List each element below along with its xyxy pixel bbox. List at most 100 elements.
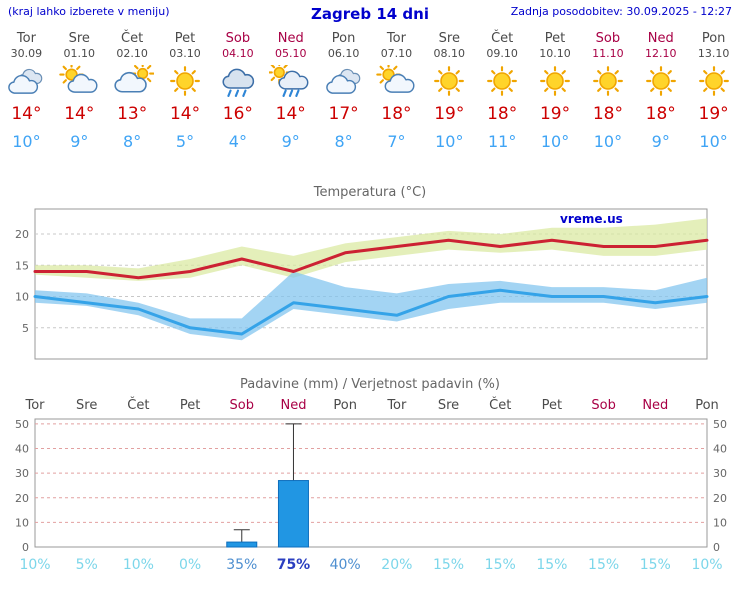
svg-text:10: 10: [15, 516, 29, 529]
precip-day-label: Sob: [230, 398, 254, 413]
day-date: 10.10: [539, 47, 571, 60]
precip-probability: 15%: [536, 557, 567, 573]
max-temperature: 17°: [328, 104, 359, 124]
max-temperature: 19°: [698, 104, 729, 124]
day-date: 08.10: [433, 47, 466, 60]
precip-day-label: Sre: [438, 398, 459, 413]
day-date: 05.10: [274, 47, 307, 60]
svg-text:0: 0: [713, 541, 720, 554]
min-temperature-line: [33, 288, 709, 336]
sunny-icon: [423, 65, 476, 101]
precip-day-label: Čet: [127, 397, 149, 413]
day-column[interactable]: Čet 02.10 13° 8°: [106, 31, 159, 151]
day-name: Pet: [174, 31, 196, 46]
precip-day-label: Sre: [76, 398, 97, 413]
max-temperature: 19°: [539, 104, 571, 124]
sunny-icon: [581, 65, 634, 101]
precip-day-label: Pon: [333, 398, 357, 413]
svg-text:5: 5: [22, 322, 29, 335]
precip-probability: 0%: [179, 557, 201, 573]
page-title: Zagreb 14 dni: [311, 5, 429, 23]
precip-probability: 10%: [123, 557, 154, 573]
precip-probability: 10%: [19, 557, 50, 573]
min-temperature: 4°: [228, 132, 247, 151]
precip-day-label: Ned: [642, 398, 668, 413]
temperature-chart-title: Temperatura (°C): [313, 185, 427, 200]
day-name: Sre: [438, 31, 460, 46]
precip-probability: 15%: [485, 557, 516, 573]
max-temperature: 16°: [222, 104, 253, 124]
day-name: Pet: [544, 31, 566, 46]
day-column[interactable]: Pet 03.10 14° 5°: [159, 31, 212, 151]
precip-probability: 40%: [330, 557, 361, 573]
sunny-icon: [529, 65, 582, 101]
day-column[interactable]: Ned 05.10 14° 9°: [264, 31, 317, 151]
day-name: Tor: [16, 31, 36, 46]
menu-hint: (kraj lahko izberete v meniju): [8, 5, 170, 18]
svg-text:50: 50: [713, 418, 727, 431]
day-name: Sre: [68, 31, 90, 46]
day-name: Pon: [701, 31, 726, 46]
svg-text:40: 40: [713, 443, 727, 456]
svg-text:10: 10: [15, 291, 29, 304]
forecast-strip: Tor 30.09 14° 10° Sre 01.10 14° 9° Čet 02.10 13° 8°…: [0, 31, 740, 151]
precip-probability: 15%: [640, 557, 671, 573]
precip-probability: 10%: [691, 557, 722, 573]
max-temperature: 19°: [434, 104, 465, 124]
precipitation-chart-title: Padavine (mm) / Verjetnost padavin (%): [240, 377, 500, 392]
day-column[interactable]: Pon 13.10 19° 10°: [687, 31, 740, 151]
svg-text:50: 50: [15, 418, 29, 431]
day-name: Sob: [595, 31, 621, 46]
day-date: 13.10: [697, 47, 730, 60]
day-column[interactable]: Tor 07.10 18° 7°: [370, 31, 423, 151]
precip-probability: 15%: [588, 557, 619, 573]
day-date: 03.10: [169, 47, 201, 60]
precip-day-label: Ned: [280, 398, 306, 413]
precip-bar: [277, 480, 309, 548]
svg-text:15: 15: [15, 259, 29, 272]
mostly-cloudy-icon: [106, 61, 159, 101]
cloudy-icon: [317, 65, 370, 101]
min-range-band: [35, 271, 707, 341]
day-date: 02.10: [116, 47, 148, 60]
day-column[interactable]: Čet 09.10 18° 11°: [476, 31, 529, 151]
min-temperature: 8°: [123, 132, 142, 151]
day-column[interactable]: Pet 10.10 19° 10°: [529, 31, 582, 151]
rain-icon: [211, 65, 264, 101]
svg-text:20: 20: [15, 492, 29, 505]
day-date: 30.09: [10, 47, 43, 60]
max-temperature: 18°: [487, 104, 518, 124]
svg-text:30: 30: [15, 467, 29, 480]
cloudy-icon: [0, 65, 53, 101]
sunny-icon: [634, 65, 687, 101]
min-temperature: 8°: [334, 132, 353, 151]
svg-text:40: 40: [15, 443, 29, 456]
temperature-chart: 5 10 15 20 vreme.us: [15, 208, 709, 360]
svg-text:0: 0: [22, 541, 29, 554]
precip-probability: 35%: [226, 557, 257, 573]
day-column[interactable]: Sob 04.10 16° 4°: [211, 31, 264, 151]
min-temperature: 9°: [651, 132, 670, 151]
max-temperature: 13°: [117, 104, 148, 124]
day-name: Tor: [386, 31, 406, 46]
last-updated: Zadnja posodobitev: 30.09.2025 - 12:27: [510, 5, 733, 18]
max-temperature: 14°: [11, 104, 42, 124]
day-date: 04.10: [222, 47, 254, 60]
precip-day-label: Čet: [489, 397, 511, 413]
min-temperature: 10°: [699, 132, 728, 151]
day-date: 07.10: [380, 47, 413, 60]
min-temperature: 5°: [175, 132, 195, 151]
day-column[interactable]: Pon 06.10 17° 8°: [317, 31, 370, 151]
sunny-icon: [687, 65, 740, 101]
day-column[interactable]: Ned 12.10 18° 9°: [634, 31, 687, 151]
min-temperature: 11°: [487, 132, 517, 151]
day-column[interactable]: Sob 11.10 18° 10°: [581, 31, 634, 151]
precip-day-label: Tor: [24, 398, 45, 413]
day-column[interactable]: Sre 08.10 19° 10°: [423, 31, 476, 151]
day-name: Pon: [331, 31, 356, 46]
day-column[interactable]: Sre 01.10 14° 9°: [53, 31, 106, 151]
day-name: Sob: [225, 31, 251, 46]
svg-text:20: 20: [713, 492, 727, 505]
day-column[interactable]: Tor 30.09 14° 10°: [0, 31, 53, 151]
min-temperature: 10°: [540, 132, 570, 151]
